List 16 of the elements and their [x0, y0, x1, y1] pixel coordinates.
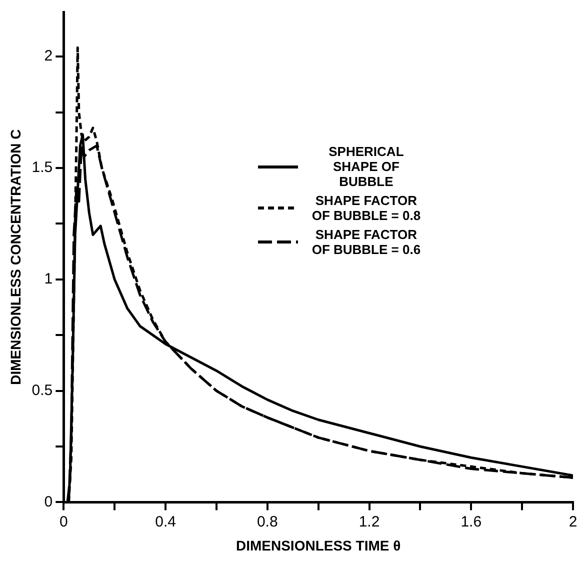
x-tick-label: 0.4: [155, 513, 176, 530]
x-tick-label: 1.6: [460, 513, 482, 530]
y-tick-label: 1: [44, 270, 53, 288]
x-tick-label: 0: [59, 513, 68, 530]
y-tick-label: 2: [44, 48, 53, 65]
y-tick-label: 0: [44, 493, 53, 510]
legend-label: SHAPE FACTOR OF BUBBLE = 0.6: [310, 227, 422, 258]
x-tick-label: 0.8: [256, 513, 278, 530]
y-tick-label: 0.5: [32, 382, 53, 399]
x-axis-title: DIMENSIONLESS TIME θ: [236, 537, 401, 554]
legend-label: SHAPE FACTOR OF BUBBLE = 0.8: [310, 193, 422, 224]
legend-label: SPHERICAL SHAPE OF BUBBLE: [328, 144, 405, 190]
x-tick-label: 1.2: [358, 513, 380, 530]
y-tick-label: 1.5: [32, 159, 53, 176]
x-tick-label: 2: [568, 513, 578, 530]
y-axis-title: DIMENSIONLESS CONCENTRATION C: [7, 129, 24, 385]
